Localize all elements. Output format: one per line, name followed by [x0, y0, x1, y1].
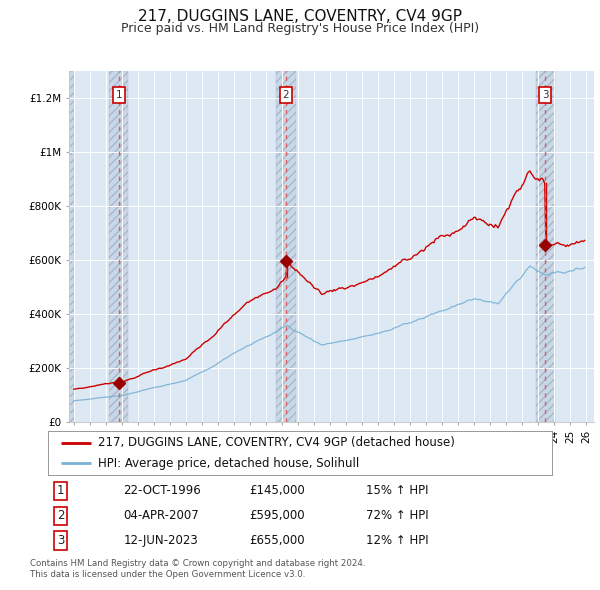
Text: 22-OCT-1996: 22-OCT-1996 [124, 484, 202, 497]
Text: 15% ↑ HPI: 15% ↑ HPI [365, 484, 428, 497]
Text: 3: 3 [57, 534, 64, 547]
Text: 217, DUGGINS LANE, COVENTRY, CV4 9GP: 217, DUGGINS LANE, COVENTRY, CV4 9GP [138, 9, 462, 24]
Text: £145,000: £145,000 [250, 484, 305, 497]
Text: 12% ↑ HPI: 12% ↑ HPI [365, 534, 428, 547]
Text: Contains HM Land Registry data © Crown copyright and database right 2024.
This d: Contains HM Land Registry data © Crown c… [30, 559, 365, 579]
Bar [536, 71, 555, 422]
Text: 3: 3 [542, 90, 548, 100]
Text: HPI: Average price, detached house, Solihull: HPI: Average price, detached house, Soli… [98, 457, 359, 470]
Text: 1: 1 [115, 90, 122, 100]
Text: 12-JUN-2023: 12-JUN-2023 [124, 534, 199, 547]
Text: Price paid vs. HM Land Registry's House Price Index (HPI): Price paid vs. HM Land Registry's House … [121, 22, 479, 35]
Bar [69, 71, 74, 422]
Text: 72% ↑ HPI: 72% ↑ HPI [365, 509, 428, 522]
Bar [277, 71, 296, 422]
Text: 217, DUGGINS LANE, COVENTRY, CV4 9GP (detached house): 217, DUGGINS LANE, COVENTRY, CV4 9GP (de… [98, 436, 455, 449]
Text: £655,000: £655,000 [250, 534, 305, 547]
Bar [109, 71, 128, 422]
Text: 2: 2 [283, 90, 289, 100]
Text: 2: 2 [57, 509, 64, 522]
Text: 1: 1 [57, 484, 64, 497]
Text: £595,000: £595,000 [250, 509, 305, 522]
Text: 04-APR-2007: 04-APR-2007 [124, 509, 199, 522]
